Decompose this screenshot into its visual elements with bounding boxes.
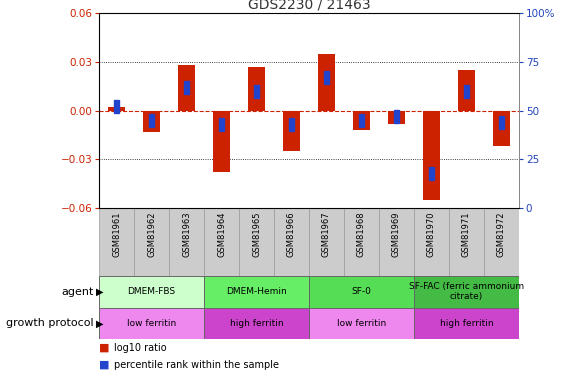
Bar	[379, 208, 414, 276]
Bar	[204, 208, 239, 276]
Text: log10 ratio: log10 ratio	[114, 343, 166, 353]
Bar	[309, 308, 414, 339]
Bar	[204, 308, 309, 339]
Bar	[149, 114, 154, 127]
Text: GSM81968: GSM81968	[357, 211, 366, 257]
Text: GSM81972: GSM81972	[497, 211, 506, 257]
Text: GSM81969: GSM81969	[392, 211, 401, 257]
Bar	[449, 208, 484, 276]
Bar	[458, 70, 475, 111]
Bar	[318, 54, 335, 111]
Bar	[99, 308, 204, 339]
Bar	[178, 65, 195, 111]
Bar	[414, 276, 519, 308]
Text: ▶: ▶	[96, 318, 104, 328]
Text: DMEM-Hemin: DMEM-Hemin	[226, 287, 287, 296]
Text: GSM81971: GSM81971	[462, 211, 471, 257]
Text: ■: ■	[99, 343, 110, 353]
Text: GSM81963: GSM81963	[182, 211, 191, 257]
Bar	[493, 111, 510, 146]
Text: GSM81966: GSM81966	[287, 211, 296, 257]
Text: ■: ■	[99, 360, 110, 370]
Bar	[99, 208, 134, 276]
Bar	[143, 111, 160, 132]
Bar	[274, 208, 309, 276]
Text: high ferritin: high ferritin	[440, 319, 493, 328]
Text: GSM81967: GSM81967	[322, 211, 331, 257]
Bar	[204, 276, 309, 308]
Bar	[169, 208, 204, 276]
Title: GDS2230 / 21463: GDS2230 / 21463	[248, 0, 370, 12]
Bar	[254, 85, 259, 98]
Bar	[134, 208, 169, 276]
Text: low ferritin: low ferritin	[127, 319, 176, 328]
Text: SF-FAC (ferric ammonium
citrate): SF-FAC (ferric ammonium citrate)	[409, 282, 524, 301]
Text: growth protocol: growth protocol	[6, 318, 93, 328]
Bar	[429, 166, 434, 180]
Bar	[289, 118, 294, 131]
Text: DMEM-FBS: DMEM-FBS	[128, 287, 175, 296]
Bar	[219, 118, 224, 131]
Bar	[359, 114, 364, 127]
Bar	[423, 111, 440, 200]
Bar	[108, 107, 125, 111]
Bar	[324, 71, 329, 84]
Text: GSM81961: GSM81961	[112, 211, 121, 257]
Bar	[309, 276, 414, 308]
Bar	[248, 67, 265, 111]
Bar	[99, 276, 204, 308]
Bar	[184, 81, 189, 94]
Text: ▶: ▶	[96, 286, 104, 297]
Bar	[414, 308, 519, 339]
Bar	[283, 111, 300, 151]
Text: GSM81970: GSM81970	[427, 211, 436, 257]
Bar	[394, 110, 399, 123]
Bar	[114, 100, 120, 113]
Bar	[388, 111, 405, 124]
Bar	[344, 208, 379, 276]
Bar	[309, 208, 344, 276]
Text: GSM81965: GSM81965	[252, 211, 261, 257]
Text: GSM81964: GSM81964	[217, 211, 226, 257]
Bar	[353, 111, 370, 130]
Bar	[414, 208, 449, 276]
Text: SF-0: SF-0	[352, 287, 371, 296]
Bar	[239, 208, 274, 276]
Bar	[484, 208, 519, 276]
Text: agent: agent	[61, 286, 93, 297]
Bar	[498, 116, 504, 129]
Text: low ferritin: low ferritin	[337, 319, 386, 328]
Bar	[463, 85, 469, 98]
Text: percentile rank within the sample: percentile rank within the sample	[114, 360, 279, 370]
Text: high ferritin: high ferritin	[230, 319, 283, 328]
Text: GSM81962: GSM81962	[147, 211, 156, 257]
Bar	[213, 111, 230, 172]
